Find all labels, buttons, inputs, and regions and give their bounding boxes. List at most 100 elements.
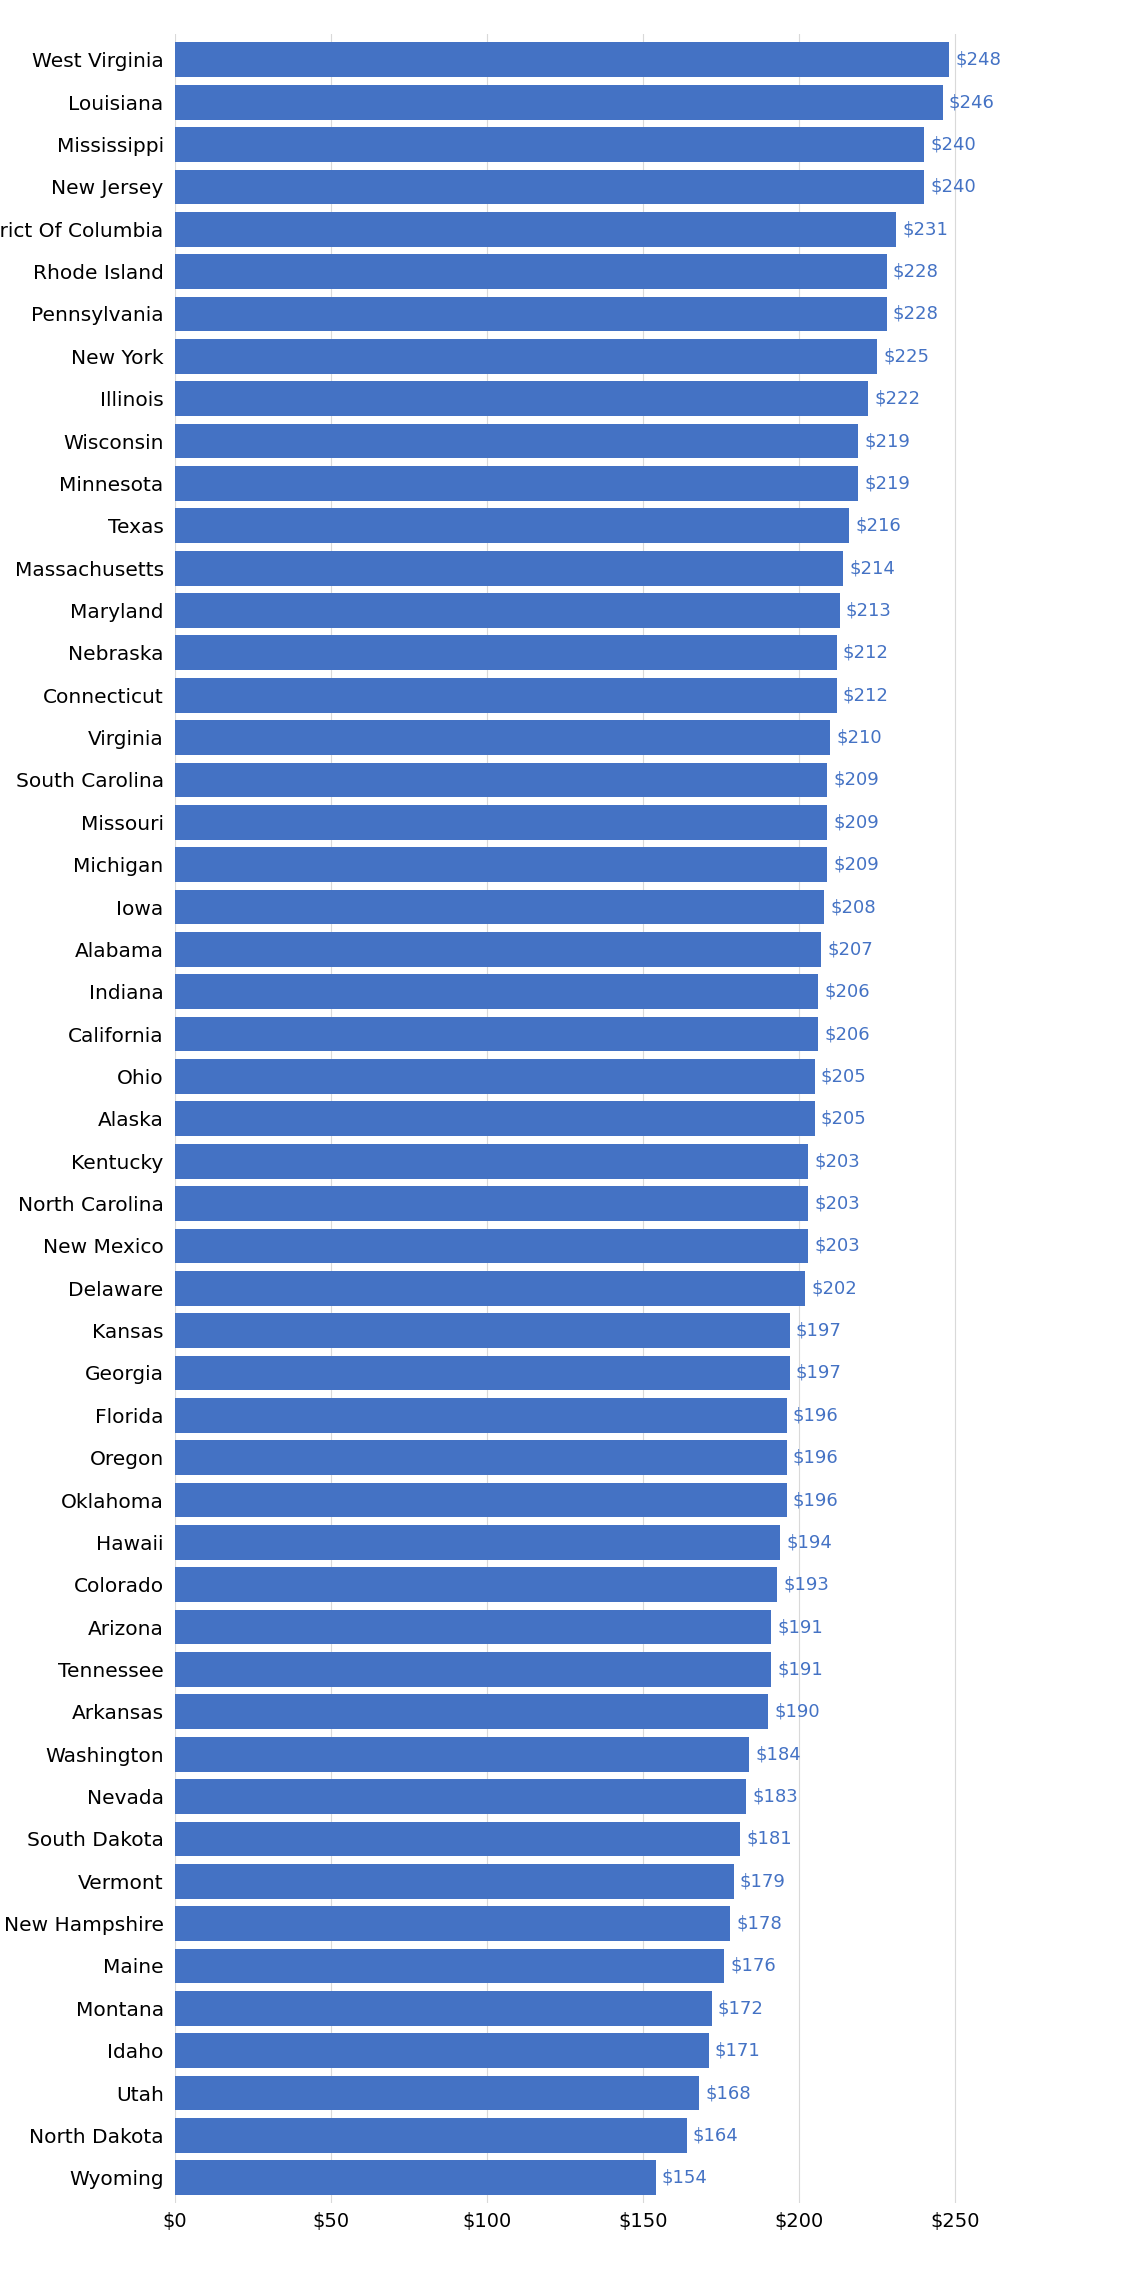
Bar	[175, 1017, 818, 1051]
Text: $203: $203	[814, 1193, 861, 1212]
Text: $214: $214	[849, 560, 895, 576]
Text: $206: $206	[825, 1026, 870, 1044]
Text: $194: $194	[786, 1533, 832, 1551]
Bar	[175, 509, 849, 544]
Bar	[175, 2118, 687, 2153]
Bar	[175, 1907, 731, 1942]
Text: $197: $197	[796, 1363, 841, 1382]
Text: $154: $154	[662, 2169, 707, 2187]
Bar	[175, 1694, 768, 1728]
Text: $203: $203	[814, 1152, 861, 1170]
Bar	[175, 170, 924, 204]
Bar	[175, 1398, 786, 1432]
Text: $212: $212	[843, 645, 889, 661]
Bar	[175, 1779, 746, 1813]
Bar	[175, 425, 858, 459]
Text: $206: $206	[825, 982, 870, 1001]
Text: $202: $202	[812, 1278, 857, 1297]
Text: $181: $181	[746, 1829, 792, 1847]
Text: $184: $184	[756, 1744, 801, 1763]
Bar	[175, 85, 943, 119]
Text: $222: $222	[874, 390, 920, 409]
Bar	[175, 2033, 708, 2068]
Bar	[175, 762, 827, 796]
Text: $212: $212	[843, 686, 889, 705]
Bar	[175, 1567, 777, 1602]
Bar	[175, 1864, 733, 1898]
Bar	[175, 1652, 772, 1687]
Text: $210: $210	[837, 728, 882, 746]
Text: $209: $209	[834, 856, 879, 874]
Text: $191: $191	[777, 1662, 823, 1678]
Text: $171: $171	[715, 2043, 760, 2059]
Text: $172: $172	[717, 1999, 764, 2017]
Bar	[175, 847, 827, 881]
Text: $225: $225	[883, 347, 929, 365]
Bar	[175, 1441, 786, 1476]
Bar	[175, 1187, 809, 1221]
Bar	[175, 975, 818, 1010]
Text: $207: $207	[827, 941, 873, 959]
Bar	[175, 255, 887, 289]
Text: $228: $228	[892, 305, 938, 324]
Text: $240: $240	[931, 135, 976, 154]
Text: $228: $228	[892, 262, 938, 280]
Text: $190: $190	[774, 1703, 820, 1721]
Text: $203: $203	[814, 1237, 861, 1255]
Bar	[175, 1228, 809, 1262]
Bar	[175, 211, 896, 246]
Bar	[175, 126, 924, 163]
Text: $197: $197	[796, 1322, 841, 1340]
Bar	[175, 466, 858, 500]
Bar	[175, 1271, 805, 1306]
Text: $219: $219	[865, 431, 910, 450]
Bar	[175, 1948, 724, 1983]
Bar	[175, 296, 887, 330]
Bar	[175, 1313, 790, 1347]
Bar	[175, 890, 825, 925]
Bar	[175, 1102, 814, 1136]
Text: $164: $164	[693, 2127, 739, 2144]
Text: $208: $208	[830, 897, 876, 916]
Text: $196: $196	[793, 1492, 838, 1510]
Text: $248: $248	[955, 50, 1001, 69]
Bar	[175, 1143, 809, 1180]
Text: $196: $196	[793, 1448, 838, 1467]
Bar	[175, 2160, 655, 2194]
Text: $205: $205	[821, 1111, 866, 1127]
Bar	[175, 1526, 781, 1561]
Bar	[175, 381, 867, 415]
Text: $179: $179	[740, 1873, 786, 1891]
Text: $209: $209	[834, 771, 879, 789]
Bar	[175, 340, 878, 374]
Text: $209: $209	[834, 812, 879, 831]
Text: $246: $246	[949, 94, 995, 110]
Bar	[175, 1992, 712, 2026]
Text: $231: $231	[902, 220, 948, 239]
Bar	[175, 1483, 786, 1517]
Text: $191: $191	[777, 1618, 823, 1636]
Bar	[175, 1609, 772, 1646]
Text: $183: $183	[752, 1788, 797, 1806]
Bar	[175, 806, 827, 840]
Text: $216: $216	[855, 516, 901, 535]
Bar	[175, 677, 837, 711]
Bar	[175, 2075, 699, 2111]
Text: $193: $193	[784, 1577, 829, 1593]
Bar	[175, 1737, 749, 1772]
Bar	[175, 721, 830, 755]
Bar	[175, 636, 837, 670]
Bar	[175, 44, 949, 78]
Bar	[175, 1058, 814, 1095]
Text: $176: $176	[731, 1958, 776, 1976]
Text: $205: $205	[821, 1067, 866, 1086]
Text: $196: $196	[793, 1407, 838, 1425]
Text: $240: $240	[931, 179, 976, 195]
Bar	[175, 551, 843, 585]
Text: $219: $219	[865, 475, 910, 493]
Text: $168: $168	[705, 2084, 751, 2102]
Bar	[175, 592, 839, 629]
Bar	[175, 1822, 740, 1857]
Text: $213: $213	[846, 601, 892, 620]
Bar	[175, 932, 821, 966]
